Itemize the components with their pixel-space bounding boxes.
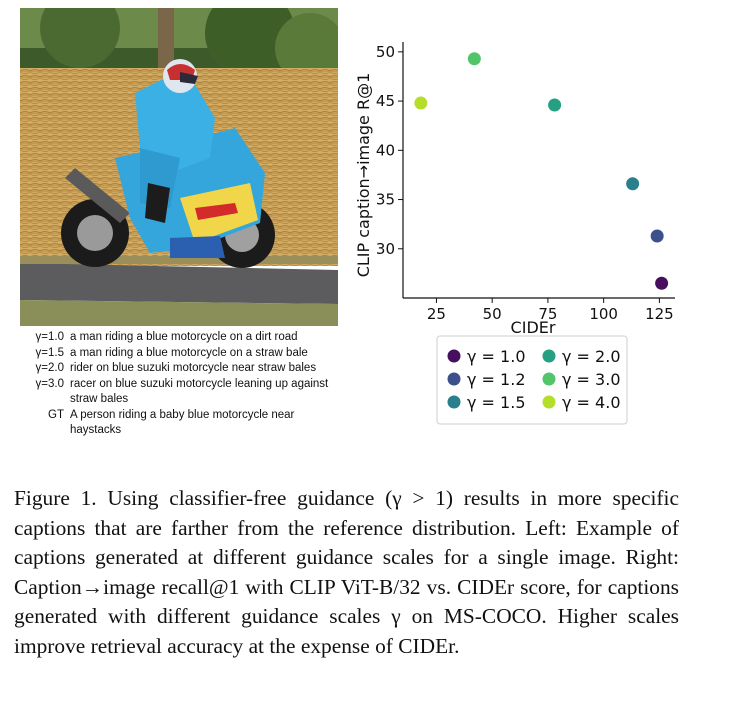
y-axis-label: CLIP caption→image R@1 [354,73,373,278]
data-point [655,276,669,290]
legend-label: γ = 1.2 [467,370,526,389]
y-tick-label: 40 [376,141,395,159]
chart-points [414,52,669,290]
figure-caption: Figure 1. Using classifier-free guidance… [14,484,679,662]
data-point [626,177,640,191]
caption-key: γ=1.0 [35,331,64,343]
legend-label: γ = 1.5 [467,393,526,412]
legend-label: γ = 3.0 [562,370,621,389]
legend-marker [447,395,461,409]
legend-label: γ = 2.0 [562,347,621,366]
y-tick-label: 35 [376,191,395,209]
legend-marker [542,372,556,386]
x-tick-label: 75 [538,305,557,323]
caption-text: A person riding a baby blue motorcycle n… [70,408,295,437]
caption-key: γ=3.0 [35,377,64,390]
caption-list: γ=1.0 a man riding a blue motorcycle on … [20,330,340,439]
caption-row: γ=2.0 rider on blue suzuki motorcycle ne… [20,361,340,377]
caption-key: γ=1.5 [35,346,64,359]
caption-row: γ=1.5 a man riding a blue motorcycle on … [20,346,340,362]
x-tick-label: 25 [427,305,446,323]
caption-row: γ=1.0 a man riding a blue motorcycle on … [20,330,340,346]
y-tick-label: 45 [376,92,395,110]
chart-canvas: 25 50 75 100 125 30 35 40 45 50 CIDEr CLIP captio… [354,42,675,425]
caption-key: GT [48,408,64,421]
legend-label: γ = 1.0 [467,347,526,366]
caption-text: a man riding a blue motorcycle on a stra… [70,346,308,359]
caption-row: GT A person riding a baby blue motorcycl… [20,408,340,439]
x-tick-label: 100 [589,305,618,323]
data-point [414,96,428,110]
legend-box [436,335,628,425]
legend-marker [542,349,556,363]
caption-text: rider on blue suzuki motorcycle near str… [70,362,317,374]
data-point [650,229,664,243]
legend-marker [447,372,461,386]
data-point [467,52,481,66]
legend-marker [447,349,461,363]
x-tick-label: 50 [483,305,502,323]
x-axis-label: CIDEr [511,318,556,337]
x-tick-label: 125 [645,305,674,323]
chart-axes: 25 50 75 100 125 30 35 40 45 50 [376,42,675,323]
chart-legend: γ = 1.0 γ = 2.0 γ = 1.2 γ = 3.0 γ = 1.5 γ = 4… [436,335,628,425]
motorcycle-photo [20,8,338,326]
scatter-chart: 25 50 75 100 125 30 35 40 45 50 CIDEr CLIP captio… [345,30,745,430]
caption-text: racer on blue suzuki motorcycle leaning … [70,377,329,406]
caption-text: a man riding a blue motorcycle on a dirt… [70,331,298,343]
y-tick-label: 50 [376,43,395,61]
y-tick-label: 30 [376,240,395,258]
data-point [548,98,562,112]
legend-label: γ = 4.0 [562,393,621,412]
caption-row: γ=3.0 racer on blue suzuki motorcycle le… [20,377,340,408]
caption-key: γ=2.0 [35,362,64,374]
legend-marker [542,395,556,409]
figure-caption-text: Figure 1. Using classifier-free guidance… [14,486,679,658]
